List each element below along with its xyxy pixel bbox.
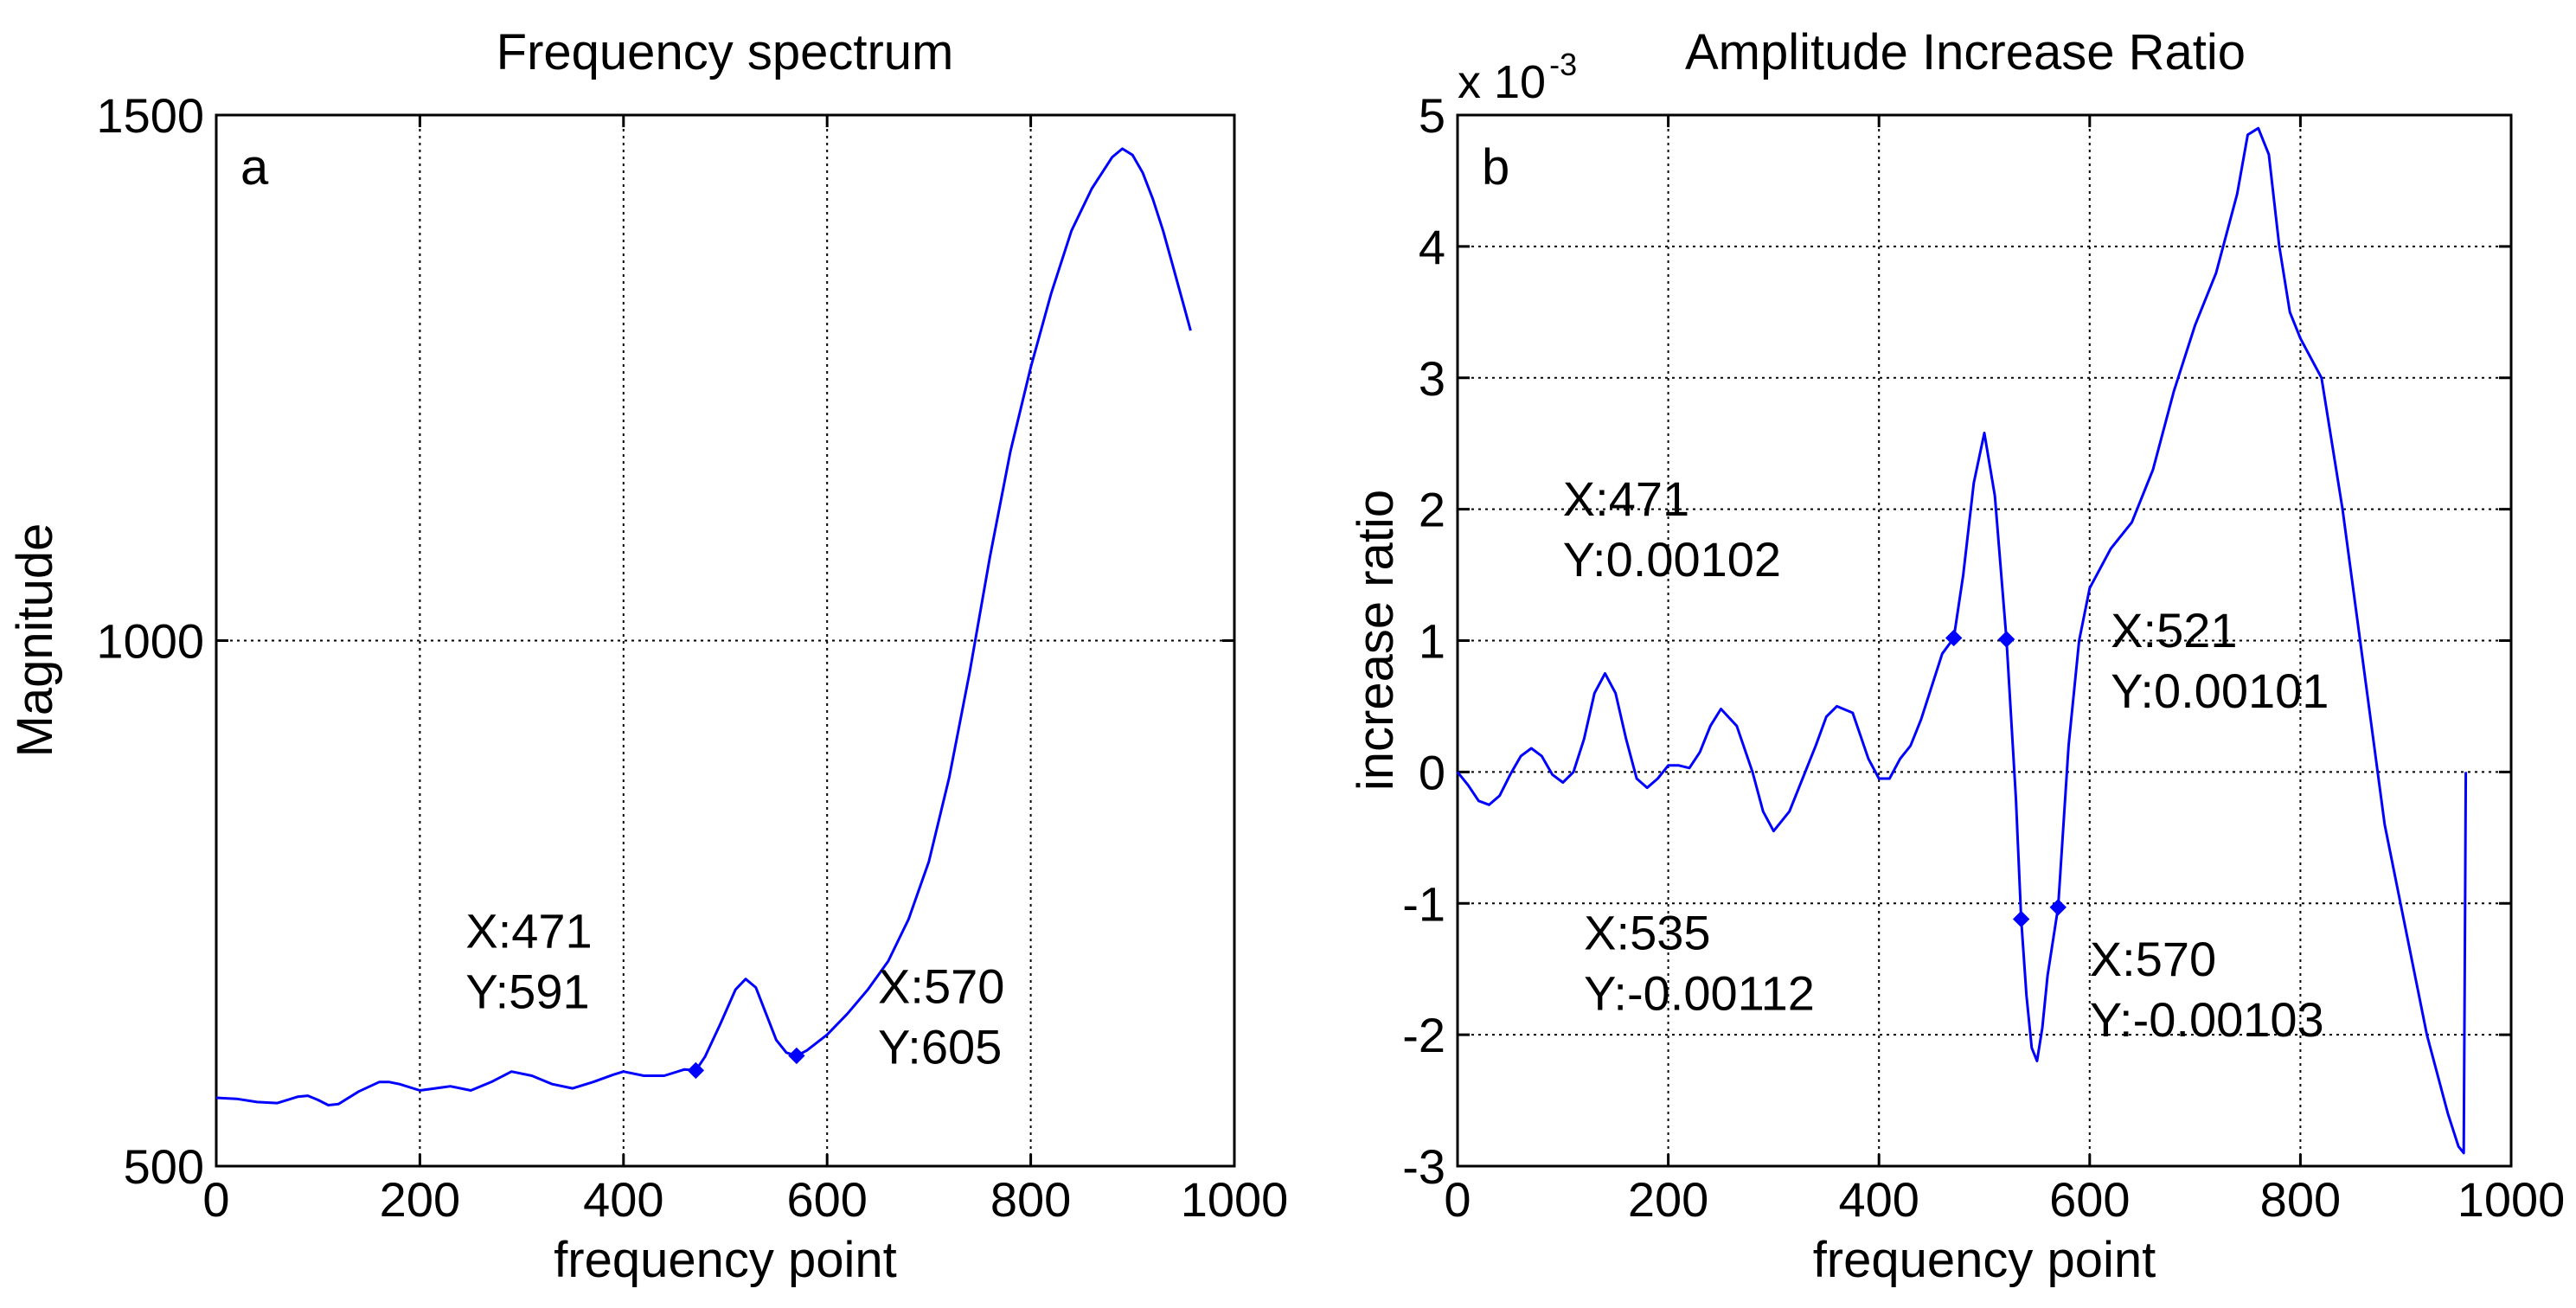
y-tick-label: 5 [1419,88,1445,143]
datatip-y-label: Y:591 [465,964,589,1018]
datatip-y-label: Y:605 [878,1020,1002,1074]
x-tick-label: 1000 [1181,1172,1289,1227]
x-axis-label: frequency point [1813,1232,2156,1288]
y-multiplier-base: x 10 [1458,56,1546,108]
series-line-increase-ratio-x10-3- [1456,126,2468,1155]
y-multiplier-exponent: -3 [1549,47,1577,82]
x-axis-label: frequency point [554,1232,897,1288]
data-marker-570[interactable] [788,1047,805,1065]
data-marker-570[interactable] [2049,899,2067,916]
x-tick-label: 1000 [2457,1172,2566,1227]
x-tick-label: 0 [202,1172,229,1227]
datatip-x-label: X:535 [1584,905,1710,959]
y-tick-label: -2 [1402,1008,1445,1062]
x-tick-label: 800 [990,1172,1071,1227]
chart-panel-a: 0 200 400 600 800 1000 500 1000 1500 Frequency sp… [7,24,1288,1288]
data-marker-521[interactable] [1997,631,2015,648]
x-tick-label: 600 [2049,1172,2130,1227]
chart-title: Amplitude Increase Ratio [1685,24,2246,80]
x-tick-label: 600 [786,1172,867,1227]
x-tick-label: 200 [1628,1172,1708,1227]
y-tick-label: 0 [1419,745,1445,799]
grid-lines [216,115,1234,1166]
y-axis-label: increase ratio [1348,490,1404,791]
datatip-x-label: X:471 [1563,471,1689,526]
y-tick-label: 4 [1419,220,1445,274]
datatip-y-label: Y:-0.00112 [1584,965,1815,1020]
data-marker-471[interactable] [687,1061,705,1080]
y-tick-label: 1500 [96,88,204,143]
data-marker-535[interactable] [2012,910,2030,928]
datatip-y-label: Y:-0.00103 [2090,992,2324,1047]
x-tick-label: 800 [2260,1172,2341,1227]
y-tick-label: -1 [1402,876,1445,931]
y-tick-label: -3 [1402,1139,1445,1194]
y-tick-label: 1000 [96,614,204,669]
y-axis-label: Magnitude [7,523,63,758]
x-tick-label: 400 [583,1172,663,1227]
x-tick-label: 200 [380,1172,460,1227]
panel-label: b [1482,139,1509,196]
chart-panel-b: 0 200 400 600 800 1000 -3 -2 -1 0 1 2 3 4 5 Amplitude I… [1348,24,2565,1288]
x-tick-label: 0 [1444,1172,1471,1227]
y-tick-label: 3 [1419,351,1445,406]
y-tick-label: 1 [1419,614,1445,669]
panel-label: a [240,139,269,196]
datatip-x-label: X:570 [2090,932,2216,986]
x-tick-label: 400 [1838,1172,1919,1227]
y-multiplier: x 10 -3 [1458,47,1577,108]
y-tick-label: 2 [1419,483,1445,537]
series-line-spectrum [215,147,1192,1106]
data-marker-471[interactable] [1945,629,1963,647]
datatip-x-label: X:570 [878,959,1004,1014]
grid-lines [1458,115,2511,1166]
datatip-x-label: X:471 [465,903,592,958]
datatip-x-label: X:521 [2111,603,2237,657]
datatip-y-label: Y:0.00102 [1563,532,1781,587]
chart-title: Frequency spectrum [497,24,954,80]
datatip-y-label: Y:0.00101 [2111,664,2329,718]
y-tick-label: 500 [124,1139,204,1194]
